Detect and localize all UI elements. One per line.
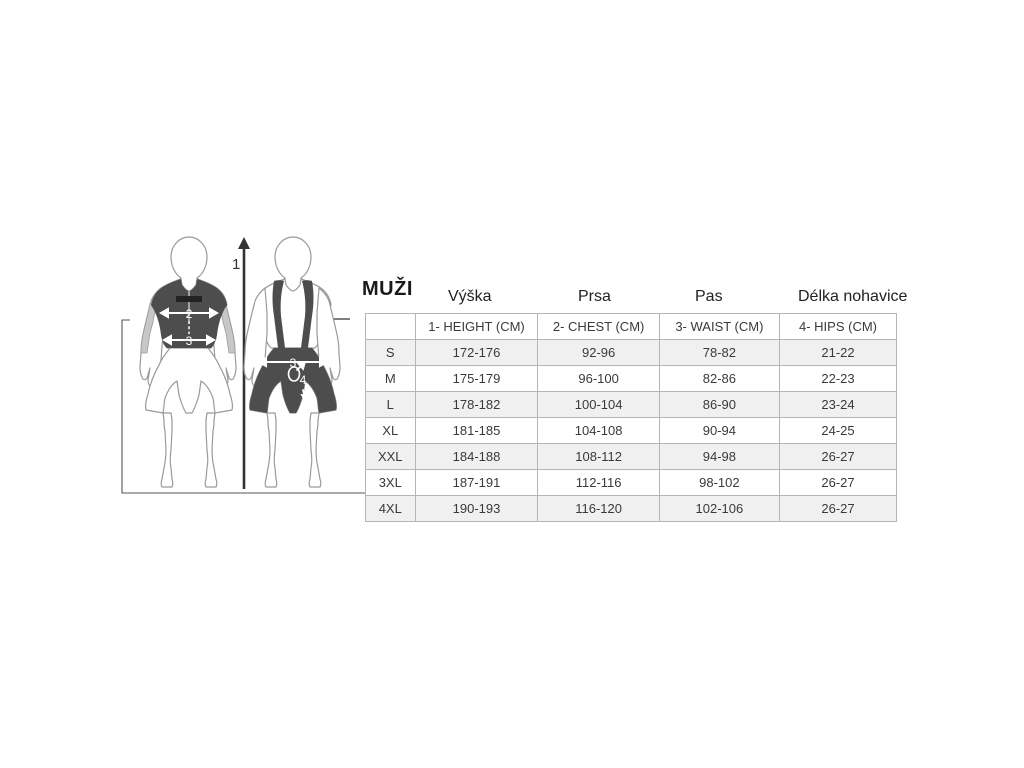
svg-text:3: 3	[186, 334, 193, 348]
svg-text:1: 1	[232, 256, 240, 273]
svg-text:2: 2	[186, 307, 193, 321]
svg-text:4: 4	[300, 373, 307, 387]
